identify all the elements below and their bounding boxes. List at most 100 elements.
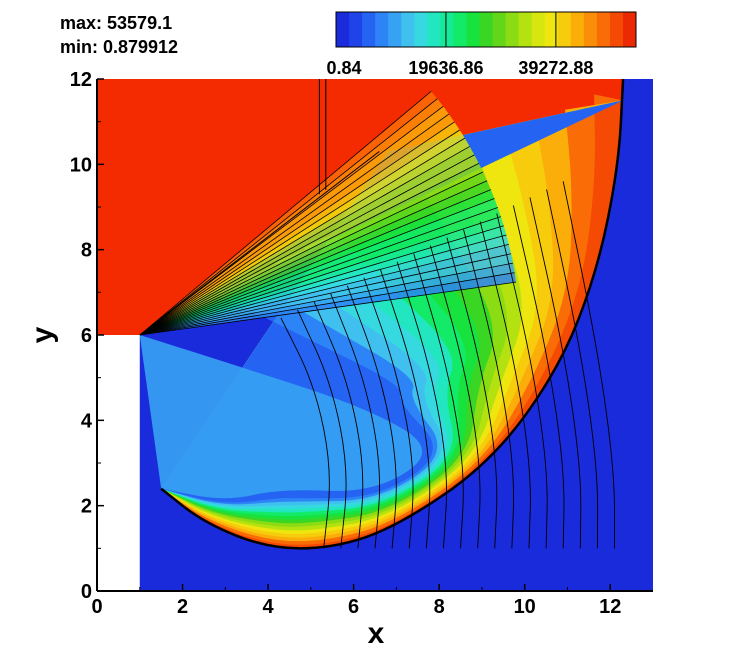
contour-line [330,293,380,549]
contour-line [479,221,531,549]
contour-line [429,245,481,549]
contour-line [546,189,599,549]
contour-line [139,281,517,336]
colorbar-tick-label: 39272.88 [518,58,593,78]
contour-lines [139,79,615,549]
contour-line [139,243,509,336]
expansion-fan-wedge [139,146,475,335]
contour-line [139,137,466,336]
y-tick-label: 10 [70,154,92,176]
contour-bands [139,79,624,549]
colorbar-swatch [557,12,572,47]
contour-line [139,105,444,336]
contour-line [562,181,615,549]
contour-line [363,277,414,549]
x-tick-labels: 0 2 4 6 8 10 12 [91,596,621,618]
colorbar-frame [335,11,637,48]
max-value-label: max: 53579.1 [60,13,172,33]
contour-line [313,301,364,549]
colorbar [335,11,637,48]
contour-line [529,197,582,549]
colorbar-swatch [453,12,467,47]
colorbar-swatch [336,12,350,47]
contour-line [446,237,498,549]
colorbar-swatch [388,12,402,47]
expansion-fan-wedge [139,98,444,336]
contour-line [139,154,475,336]
y-tick-labels: 0 2 4 6 8 10 12 [70,69,93,603]
y-axis-ticks [97,78,104,592]
x-tick-label: 10 [514,596,536,618]
contour-line [139,98,438,336]
y-tick-label: 0 [81,581,92,603]
contour-line [463,229,515,549]
x-tick-label: 8 [434,596,445,618]
contour-line [139,216,501,336]
plot-area [97,79,653,591]
expansion-fan-wedge [139,121,460,335]
contour-line [139,121,455,336]
colorbar-swatch [596,12,611,47]
contour-line [380,269,431,549]
inner-low-band [139,335,423,499]
colorbar-swatch [570,12,585,47]
y-tick-label: 8 [81,240,92,262]
y-axis-label: y [26,326,59,343]
contour-line [413,253,464,549]
contour-line [496,213,548,549]
contour-line [139,198,495,336]
expansion-fan-wedge [139,138,470,335]
contour-line [512,205,565,549]
expansion-fan-wedge [139,154,479,335]
colorbar-swatch [401,12,415,47]
colorbar-swatch [531,12,546,47]
y-tick-label: 6 [81,325,92,347]
y-tick-label: 2 [81,496,92,518]
y-tick-label: 4 [81,410,93,432]
expansion-fan-wedge [139,91,438,335]
colorbar-swatch [583,12,598,47]
colorbar-tick-label: 19636.86 [408,58,483,78]
colorbar-swatch [466,12,480,47]
colorbar-swatch [349,12,363,47]
x-tick-label: 6 [348,596,359,618]
contour-line [297,309,347,549]
colorbar-swatch [479,12,494,47]
contour-line [139,129,460,336]
colorbar-swatch [622,12,637,47]
x-axis-ticks [96,584,611,591]
colorbar-swatch [544,12,559,47]
slip-line [139,151,380,336]
colorbar-swatch [492,12,507,47]
bow-shock-line [160,79,625,550]
x-axis-label: x [368,617,385,650]
x-tick-label: 4 [263,596,275,618]
expansion-fan-wedge [139,129,465,335]
x-tick-label: 2 [177,596,188,618]
contour-line [139,163,479,336]
contour-line [139,189,491,336]
expansion-fan-wedge [139,172,488,335]
contour-line [139,90,432,336]
colorbar-swatch [375,12,389,47]
colorbar-swatch [362,12,376,47]
min-value-label: min: 0.879912 [60,37,178,57]
expansion-fan-wedge [139,114,455,335]
expansion-fan-wedge [139,106,449,335]
contour-line [139,171,484,336]
contour-line [139,207,498,336]
contour-line [280,317,330,549]
expansion-fan-wedge [139,163,484,335]
x-tick-label: 12 [599,596,621,618]
contour-line [396,261,447,549]
y-tick-label: 12 [70,69,92,91]
x-tick-label: 0 [91,596,102,618]
contour-line [139,253,512,336]
colorbar-swatch [440,12,454,47]
colorbar-swatch [427,12,441,47]
contour-line [139,272,515,336]
contour-line [139,180,488,336]
contour-line [139,262,513,336]
colorbar-swatch [505,12,520,47]
